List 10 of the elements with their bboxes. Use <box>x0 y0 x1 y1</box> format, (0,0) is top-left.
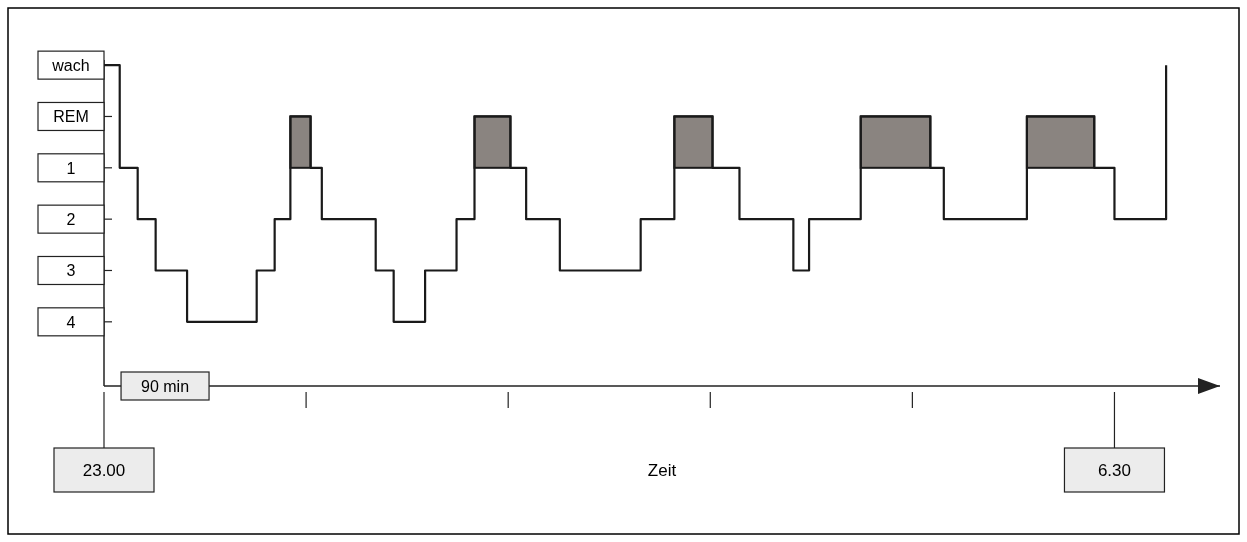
y-tick-label: 4 <box>66 313 76 331</box>
x-tick-label: 23.00 <box>82 461 126 480</box>
y-tick-label: 1 <box>66 159 76 177</box>
x-tick-label: 6.30 <box>1097 461 1132 480</box>
annotation: 90 min <box>141 378 190 395</box>
y-tick-label: REM <box>53 108 89 126</box>
y-tick-label: 2 <box>66 211 76 229</box>
y-tick-label: 3 <box>66 262 76 280</box>
y-tick-label: wach <box>51 57 90 75</box>
x-axis-title: Zeit <box>647 461 677 480</box>
